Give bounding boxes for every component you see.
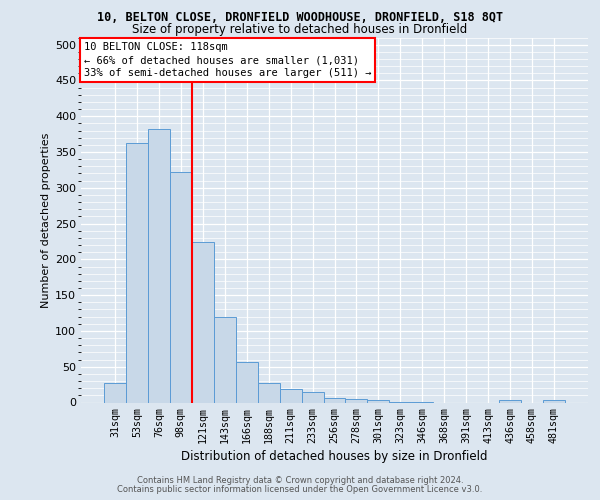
Bar bbox=[323, 398, 346, 402]
Bar bbox=[192, 242, 214, 402]
Text: 10, BELTON CLOSE, DRONFIELD WOODHOUSE, DRONFIELD, S18 8QT: 10, BELTON CLOSE, DRONFIELD WOODHOUSE, D… bbox=[97, 11, 503, 24]
Bar bbox=[214, 316, 236, 402]
Bar bbox=[104, 383, 126, 402]
Bar bbox=[257, 383, 280, 402]
Text: Contains HM Land Registry data © Crown copyright and database right 2024.: Contains HM Land Registry data © Crown c… bbox=[137, 476, 463, 485]
Bar bbox=[302, 392, 323, 402]
Bar bbox=[543, 400, 565, 402]
X-axis label: Distribution of detached houses by size in Dronfield: Distribution of detached houses by size … bbox=[181, 450, 488, 464]
Bar bbox=[280, 389, 302, 402]
Bar bbox=[170, 172, 192, 402]
Bar bbox=[367, 400, 389, 402]
Bar bbox=[126, 144, 148, 402]
Bar bbox=[236, 362, 257, 403]
Y-axis label: Number of detached properties: Number of detached properties bbox=[41, 132, 51, 308]
Bar bbox=[346, 399, 367, 402]
Text: Size of property relative to detached houses in Dronfield: Size of property relative to detached ho… bbox=[133, 22, 467, 36]
Text: 10 BELTON CLOSE: 118sqm
← 66% of detached houses are smaller (1,031)
33% of semi: 10 BELTON CLOSE: 118sqm ← 66% of detache… bbox=[83, 42, 371, 78]
Text: Contains public sector information licensed under the Open Government Licence v3: Contains public sector information licen… bbox=[118, 484, 482, 494]
Bar bbox=[499, 400, 521, 402]
Bar bbox=[148, 129, 170, 402]
